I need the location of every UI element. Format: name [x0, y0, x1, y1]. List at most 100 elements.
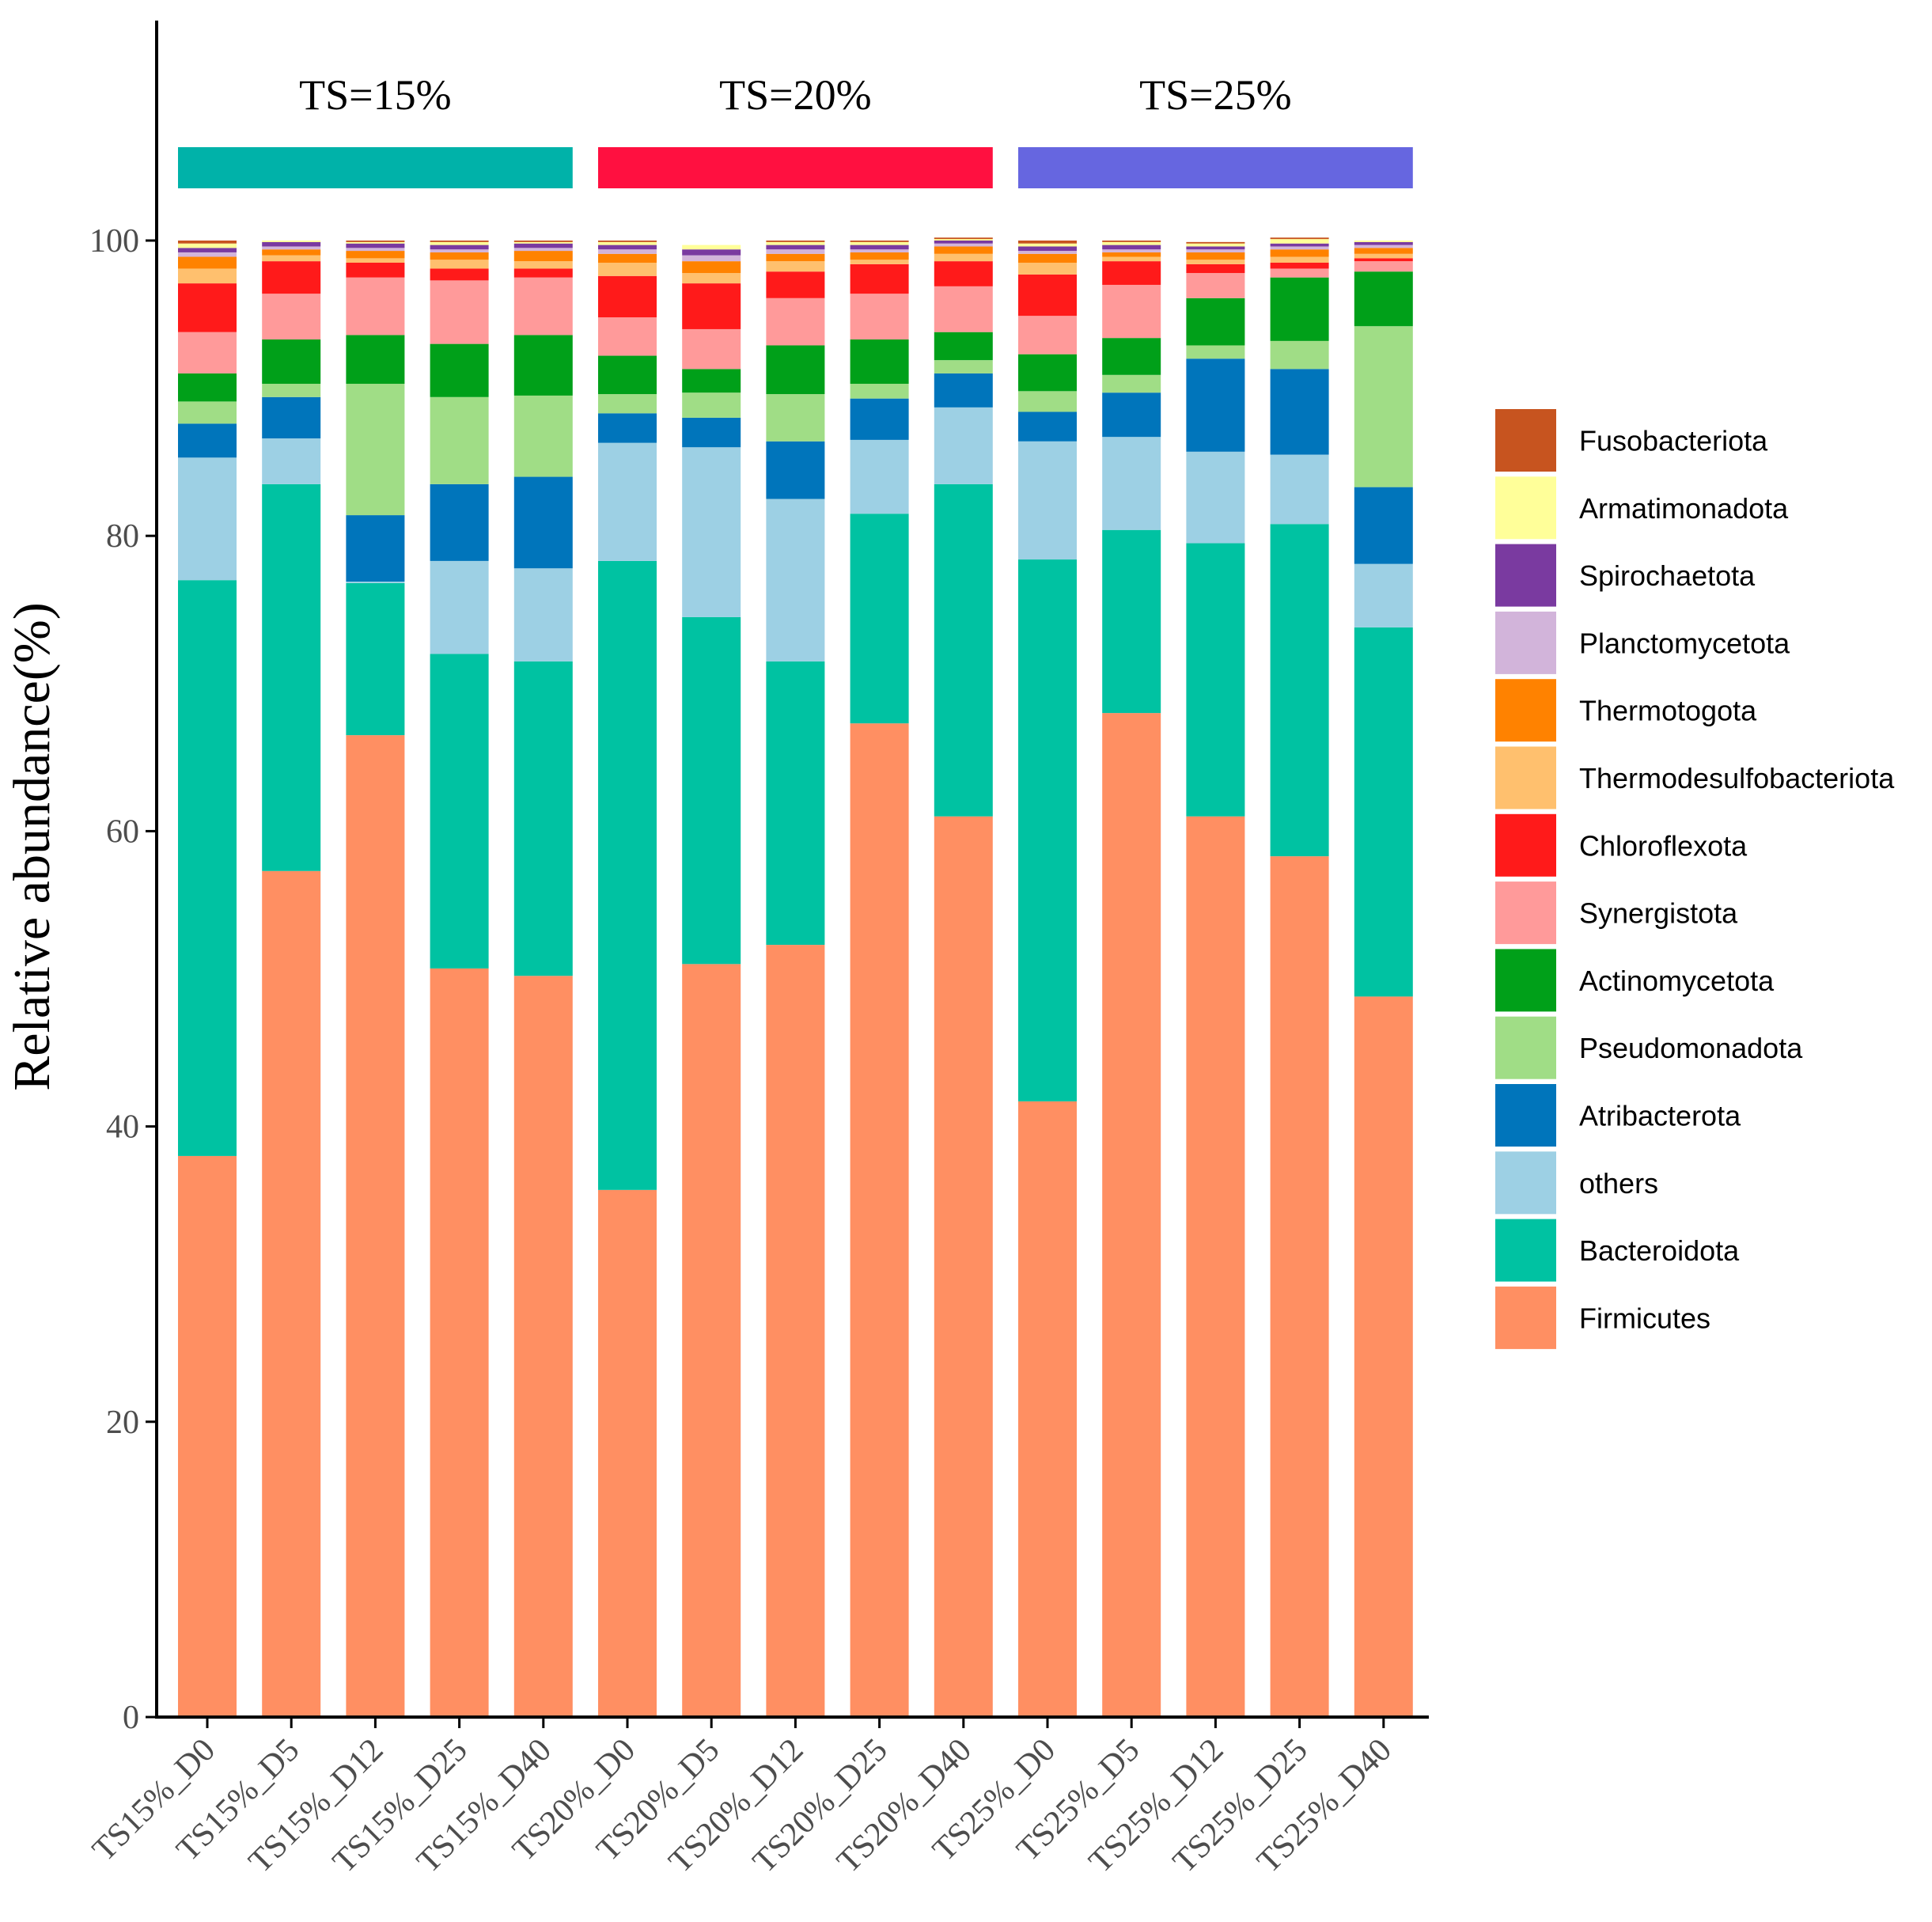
- bar-stack-TS20%_D0: [598, 241, 657, 1717]
- bar-segment-chloroflexota-TS25%_D25: [1270, 262, 1329, 269]
- bar-segment-synergistota-TS20%_D0: [598, 317, 657, 356]
- bar-segment-firmicutes-TS20%_D12: [766, 945, 825, 1717]
- bar-segment-fusobacteriota-TS20%_D25: [850, 241, 909, 242]
- legend-item-fusobacteriota: Fusobacteriota: [1495, 409, 1768, 472]
- bar-segment-fusobacteriota-TS25%_D25: [1270, 237, 1329, 240]
- legend-swatch-spirochaetota: [1495, 544, 1556, 607]
- bar-segment-fusobacteriota-TS15%_D0: [178, 241, 237, 244]
- bar-segment-planctomycetota-TS20%_D0: [598, 249, 657, 254]
- legend-item-thermotogota: Thermotogota: [1495, 679, 1757, 742]
- bar-segment-spirochaetota-TS15%_D0: [178, 248, 237, 252]
- bar-segment-planctomycetota-TS15%_D40: [513, 248, 573, 252]
- bar-segment-chloroflexota-TS25%_D12: [1186, 263, 1245, 274]
- bar-segment-others-TS20%_D12: [766, 499, 825, 662]
- legend-swatch-fusobacteriota: [1495, 409, 1556, 472]
- bar-segment-atribacterota-TS25%_D25: [1270, 369, 1329, 455]
- bar-segment-thermotogota-TS15%_D25: [430, 252, 489, 260]
- bar-segment-synergistota-TS25%_D0: [1018, 316, 1077, 354]
- legend-label-atribacterota: Atribacterota: [1579, 1100, 1741, 1132]
- legend-label-fusobacteriota: Fusobacteriota: [1579, 425, 1768, 457]
- bar-segment-armatimonadota-TS25%_D40: [1354, 241, 1413, 242]
- bar-segment-spirochaetota-TS15%_D5: [262, 241, 321, 247]
- bar-segment-firmicutes-TS25%_D0: [1018, 1101, 1077, 1717]
- bar-segment-actinomycetota-TS20%_D5: [682, 369, 741, 393]
- bar-segment-armatimonadota-TS25%_D0: [1018, 243, 1077, 247]
- bar-segment-thermodesulfobacteriota-TS20%_D25: [850, 260, 909, 264]
- bar-segment-others-TS15%_D0: [178, 457, 237, 581]
- bar-segment-atribacterota-TS25%_D40: [1354, 487, 1413, 564]
- bar-segment-synergistota-TS25%_D25: [1270, 268, 1329, 278]
- bar-segment-thermotogota-TS25%_D25: [1270, 249, 1329, 257]
- bar-segment-bacteroidota-TS20%_D5: [682, 616, 741, 965]
- bar-segment-thermotogota-TS15%_D0: [178, 256, 237, 269]
- bar-segment-others-TS25%_D12: [1186, 451, 1245, 544]
- group-band-TS=20%: [598, 147, 993, 188]
- bar-stack-TS15%_D40: [513, 241, 573, 1717]
- bar-segment-spirochaetota-TS15%_D12: [346, 243, 405, 248]
- bar-segment-firmicutes-TS25%_D40: [1354, 996, 1413, 1717]
- bar-segment-thermotogota-TS15%_D12: [346, 251, 405, 259]
- bar-segment-pseudomonadota-TS20%_D40: [934, 360, 993, 373]
- bar-segment-thermotogota-TS25%_D0: [1018, 253, 1077, 263]
- bar-segment-planctomycetota-TS15%_D0: [178, 252, 237, 257]
- bar-segment-spirochaetota-TS25%_D5: [1102, 245, 1161, 250]
- bar-segment-bacteroidota-TS15%_D12: [346, 582, 405, 736]
- bar-segment-planctomycetota-TS25%_D5: [1102, 249, 1161, 252]
- bar-stack-TS15%_D25: [430, 241, 489, 1717]
- bar-segment-fusobacteriota-TS25%_D0: [1018, 241, 1077, 244]
- legend-swatch-bacteroidota: [1495, 1219, 1556, 1282]
- legend-label-chloroflexota: Chloroflexota: [1579, 829, 1748, 862]
- bar-segment-thermodesulfobacteriota-TS25%_D5: [1102, 256, 1161, 262]
- bar-segment-others-TS20%_D25: [850, 439, 909, 514]
- legend-label-actinomycetota: Actinomycetota: [1579, 965, 1775, 997]
- legend-label-firmicutes: Firmicutes: [1579, 1302, 1710, 1334]
- bar-segment-planctomycetota-TS25%_D25: [1270, 246, 1329, 250]
- bar-segment-chloroflexota-TS25%_D5: [1102, 261, 1161, 285]
- bar-segment-actinomycetota-TS15%_D40: [513, 335, 573, 396]
- legend-item-chloroflexota: Chloroflexota: [1495, 813, 1748, 877]
- bar-segment-thermotogota-TS25%_D12: [1186, 252, 1245, 260]
- bar-segment-actinomycetota-TS15%_D12: [346, 335, 405, 385]
- bar-segment-chloroflexota-TS20%_D12: [766, 271, 825, 298]
- bar-segment-pseudomonadota-TS25%_D0: [1018, 391, 1077, 412]
- legend-label-thermodesulfobacteriota: Thermodesulfobacteriota: [1579, 762, 1895, 794]
- bar-segment-bacteroidota-TS25%_D5: [1102, 529, 1161, 714]
- y-tick-label-20: 20: [106, 1405, 139, 1441]
- bar-segment-pseudomonadota-TS15%_D5: [262, 384, 321, 397]
- bar-segment-atribacterota-TS20%_D0: [598, 413, 657, 443]
- legend-swatch-actinomycetota: [1495, 949, 1556, 1012]
- bar-segment-atribacterota-TS15%_D5: [262, 396, 321, 439]
- bar-stack-TS25%_D40: [1354, 241, 1413, 1717]
- bar-segment-armatimonadota-TS15%_D40: [513, 241, 573, 244]
- bar-segment-firmicutes-TS20%_D5: [682, 964, 741, 1717]
- bar-segment-fusobacteriota-TS25%_D5: [1102, 241, 1161, 242]
- bar-stack-TS15%_D0: [178, 241, 237, 1717]
- bar-segment-synergistota-TS20%_D25: [850, 294, 909, 340]
- bar-segment-thermodesulfobacteriota-TS25%_D12: [1186, 260, 1245, 264]
- bar-segment-synergistota-TS20%_D5: [682, 328, 741, 370]
- bar-segment-others-TS15%_D5: [262, 438, 321, 484]
- bar-segment-firmicutes-TS15%_D5: [262, 870, 321, 1717]
- legend-swatch-armatimonadota: [1495, 476, 1556, 540]
- bar-segment-armatimonadota-TS20%_D12: [766, 241, 825, 245]
- bar-segment-armatimonadota-TS15%_D0: [178, 243, 237, 248]
- bar-stack-TS25%_D0: [1018, 241, 1077, 1717]
- bar-segment-firmicutes-TS15%_D40: [513, 976, 573, 1717]
- bar-segment-armatimonadota-TS20%_D0: [598, 241, 657, 245]
- bar-segment-actinomycetota-TS20%_D12: [766, 345, 825, 395]
- bar-segment-others-TS20%_D5: [682, 447, 741, 617]
- bar-segment-thermotogota-TS20%_D12: [766, 253, 825, 262]
- group-label-TS=15%: TS=15%: [299, 71, 451, 119]
- bar-segment-bacteroidota-TS15%_D25: [430, 654, 489, 969]
- bar-segment-bacteroidota-TS20%_D25: [850, 514, 909, 724]
- bar-segment-thermotogota-TS25%_D40: [1354, 248, 1413, 254]
- bar-segment-planctomycetota-TS20%_D40: [934, 243, 993, 247]
- bar-stack-TS25%_D5: [1102, 241, 1161, 1717]
- legend-label-armatimonadota: Armatimonadota: [1579, 492, 1789, 525]
- bar-segment-pseudomonadota-TS20%_D12: [766, 394, 825, 442]
- legend-item-others: others: [1495, 1151, 1658, 1215]
- bar-segment-pseudomonadota-TS25%_D5: [1102, 374, 1161, 393]
- group-band-TS=25%: [1018, 147, 1413, 188]
- legend-label-thermotogota: Thermotogota: [1579, 695, 1757, 727]
- bar-segment-armatimonadota-TS20%_D5: [682, 245, 741, 250]
